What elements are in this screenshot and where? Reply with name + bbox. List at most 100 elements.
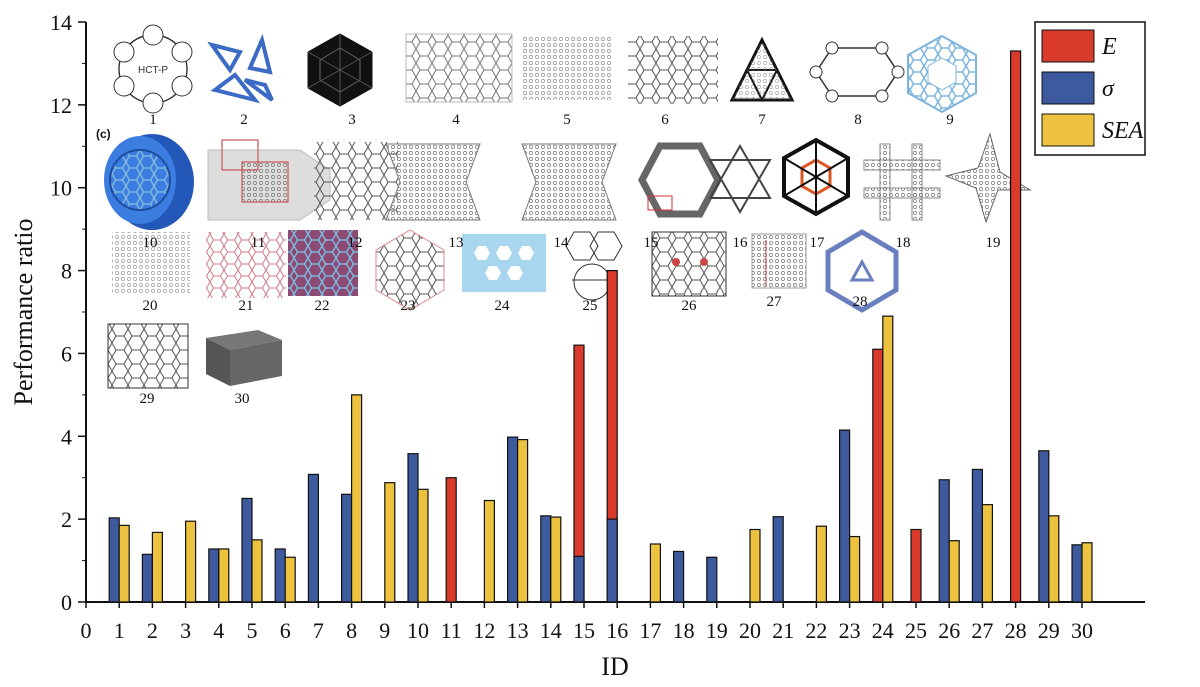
inset-label-19: 19 <box>986 235 1001 251</box>
x-tick-label-13: 13 <box>507 618 529 643</box>
bar-sea-26 <box>948 540 960 603</box>
bar-sea-4 <box>218 548 230 603</box>
bar-sigma-1 <box>108 517 120 603</box>
bar-sigma-26 <box>938 479 950 603</box>
bar-sigma-30 <box>1071 544 1083 603</box>
bar-sigma-19 <box>706 556 718 603</box>
bar-sigma-15 <box>573 555 585 603</box>
y-axis-ticks: 0 2 4 6 8 10 12 14 <box>50 10 86 615</box>
bar-e-25 <box>910 528 922 603</box>
bar-sigma-14 <box>540 515 552 603</box>
bar-sigma-16 <box>606 518 618 603</box>
x-tick-label-6: 6 <box>280 618 291 643</box>
y-tick-label-6: 6 <box>61 341 72 366</box>
inset-structure-1: HCT-P <box>113 24 193 114</box>
y-axis-title: Performance ratio <box>9 219 38 406</box>
inset-label-11: 11 <box>251 235 265 251</box>
inset-panel-tag: (c) <box>96 127 111 141</box>
inset-structure-30 <box>206 330 282 386</box>
x-tick-label-2: 2 <box>147 618 158 643</box>
y-tick-label-4: 4 <box>61 424 72 449</box>
inset-structure-16 <box>708 143 772 215</box>
inset-label-15: 15 <box>644 235 659 251</box>
inset-label-18: 18 <box>896 235 911 251</box>
inset-label-13: 13 <box>449 235 464 251</box>
bar-sea-2 <box>151 531 163 603</box>
legend-swatch-e <box>1041 29 1095 63</box>
inset-label-23: 23 <box>401 298 416 314</box>
inset-structure-24-holes <box>474 246 534 280</box>
inset-label-7: 7 <box>758 112 766 128</box>
bar-sigma-21 <box>772 516 784 603</box>
x-tick-label-25: 25 <box>905 618 927 643</box>
inset-number-labels: 1 2 3 4 5 6 7 8 9 10 11 12 13 14 15 16 1… <box>140 112 1001 407</box>
inset-label-3: 3 <box>348 112 356 128</box>
inset-label-28: 28 <box>853 294 868 310</box>
bar-sea-30 <box>1081 542 1093 603</box>
inset-label-17: 17 <box>810 235 826 251</box>
inset-structure-25 <box>565 231 623 301</box>
legend-swatch-sigma <box>1041 71 1095 105</box>
bar-sea-1 <box>118 524 130 603</box>
legend-swatch-sea <box>1041 113 1095 147</box>
inset-structure-12 <box>314 142 398 220</box>
x-tick-label-16: 16 <box>606 618 628 643</box>
bar-sigma-10 <box>407 453 419 603</box>
inset-structure-26 <box>651 231 727 297</box>
bar-sea-17 <box>649 543 662 603</box>
inset-structure-13 <box>385 143 481 221</box>
inset-label-12: 12 <box>348 235 363 251</box>
legend: Eσ SEA <box>1034 21 1146 156</box>
inset-label-30: 30 <box>235 391 250 407</box>
y-tick-label-8: 8 <box>61 259 72 284</box>
bar-sea-27 <box>981 504 994 603</box>
inset-label-26: 26 <box>682 298 698 314</box>
inset-structure-18 <box>863 143 941 221</box>
inset-structure-23 <box>375 229 445 311</box>
bar-sigma-8 <box>341 493 353 603</box>
inset-structure-20 <box>112 232 190 294</box>
bar-sea-8 <box>351 394 363 603</box>
bar-sigma-29 <box>1038 450 1050 603</box>
x-tick-label-3: 3 <box>180 618 191 643</box>
x-tick-label-15: 15 <box>573 618 595 643</box>
x-tick-label-24: 24 <box>872 618 894 643</box>
bar-sea-9 <box>384 482 396 603</box>
bar-sigma-7 <box>307 473 319 603</box>
x-tick-label-26: 26 <box>938 618 960 643</box>
y-tick-label-10: 10 <box>50 176 72 201</box>
inset-hct-label: HCT-P <box>138 65 168 76</box>
bar-sea-29 <box>1048 515 1060 603</box>
inset-label-25: 25 <box>583 298 598 314</box>
inset-label-5: 5 <box>563 112 571 128</box>
x-tick-label-8: 8 <box>346 618 357 643</box>
bar-sea-12 <box>483 499 495 603</box>
bar-sea-24 <box>882 315 894 603</box>
inset-structure-8 <box>809 41 905 103</box>
bar-sea-22 <box>815 525 828 603</box>
inset-label-9: 9 <box>946 112 954 128</box>
bar-sigma-18 <box>672 550 685 603</box>
inset-structure-29 <box>107 323 189 389</box>
inset-structure-21 <box>206 232 286 298</box>
x-axis-ticks: 0 1 2 3 4 5 6 7 8 9 10 11 12 13 14 15 16 17 18 19 20 21 22 23 24… <box>81 602 1093 643</box>
bar-e-11 <box>445 477 457 603</box>
inset-structure-28 <box>825 229 899 313</box>
inset-structure-24 <box>462 234 546 292</box>
inset-label-1: 1 <box>149 112 157 128</box>
x-tick-label-10: 10 <box>407 618 429 643</box>
inset-label-2: 2 <box>240 112 248 128</box>
inset-label-10: 10 <box>143 235 158 251</box>
inset-structure-27 <box>751 233 807 289</box>
bar-sea-14 <box>550 516 562 603</box>
bar-sigma-6 <box>274 548 286 603</box>
inset-label-29: 29 <box>140 391 155 407</box>
inset-structure-9 <box>907 34 977 114</box>
x-tick-label-17: 17 <box>639 618 661 643</box>
inset-label-16: 16 <box>733 235 749 251</box>
x-tick-label-12: 12 <box>473 618 495 643</box>
inset-structure-4 <box>405 33 513 103</box>
inset-structure-17 <box>782 137 850 217</box>
x-tick-label-22: 22 <box>805 618 827 643</box>
bar-sea-10 <box>417 488 429 603</box>
